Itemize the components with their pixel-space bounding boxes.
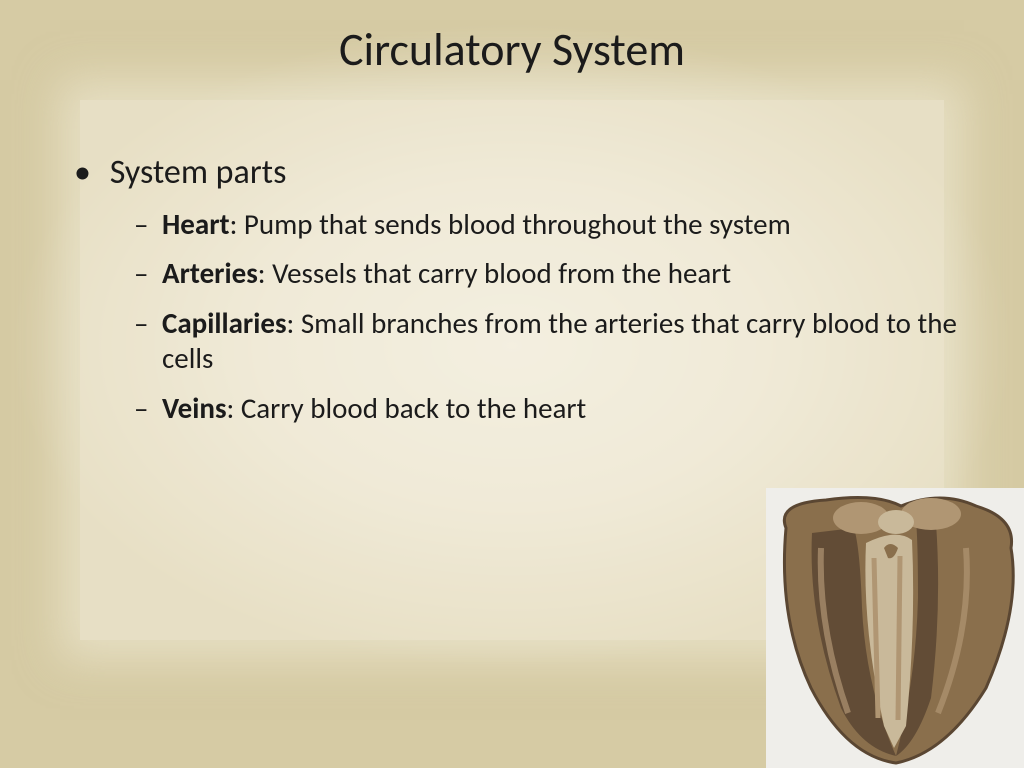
level1-text: System parts [110, 152, 287, 193]
heart-icon [766, 488, 1024, 768]
bullet-level1: System parts [70, 152, 964, 193]
bullet-list: Heart: Pump that sends blood throughout … [134, 207, 964, 426]
term: Heart [162, 206, 230, 242]
term: Arteries [162, 255, 258, 291]
term: Capillaries [162, 305, 287, 341]
slide: Circulatory System System parts Heart: P… [0, 0, 1024, 768]
definition: : Pump that sends blood throughout the s… [230, 206, 791, 242]
list-item: Capillaries: Small branches from the art… [134, 306, 964, 377]
definition: : Vessels that carry blood from the hear… [258, 255, 731, 291]
list-item: Heart: Pump that sends blood throughout … [134, 207, 964, 242]
content-area: System parts Heart: Pump that sends bloo… [70, 152, 964, 440]
list-item: Veins: Carry blood back to the heart [134, 391, 964, 426]
definition: : Carry blood back to the heart [227, 390, 587, 426]
heart-image [766, 488, 1024, 768]
term: Veins [162, 390, 227, 426]
slide-title: Circulatory System [0, 22, 1024, 78]
list-item: Arteries: Vessels that carry blood from … [134, 256, 964, 291]
